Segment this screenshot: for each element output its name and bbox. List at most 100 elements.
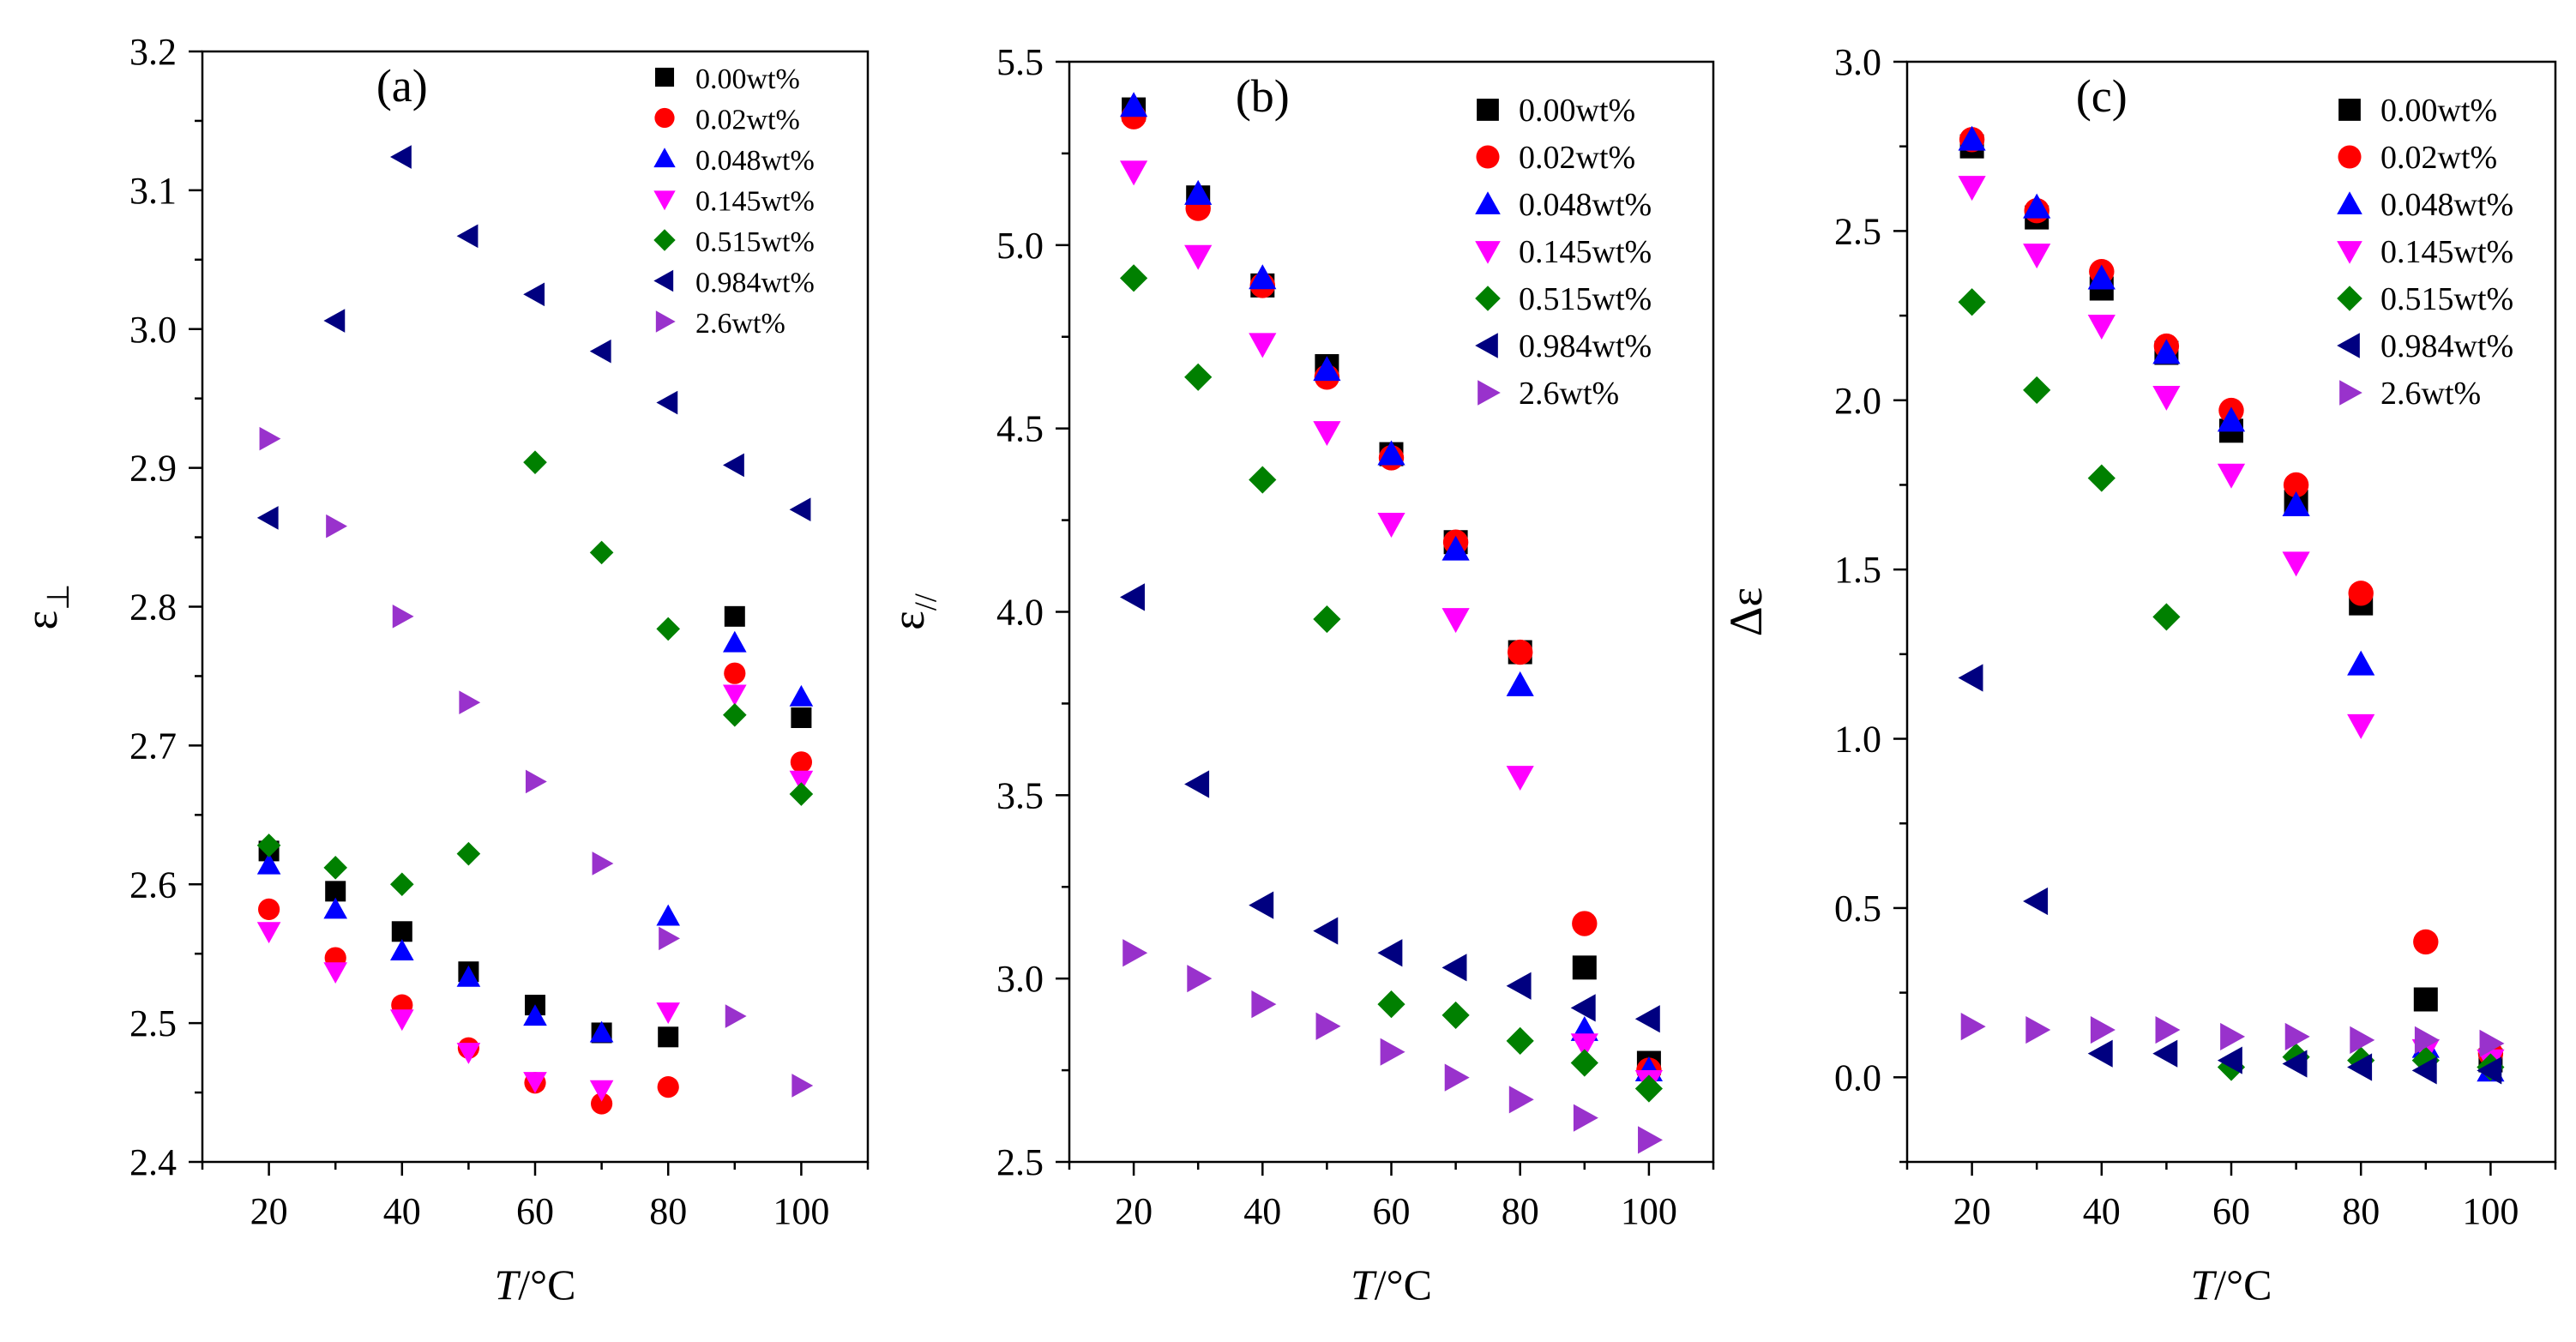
data-point bbox=[1958, 125, 1986, 151]
legend: 0.00wt% 0.02wt% 0.048wt% 0.145wt% 0.515wt% 0.… bbox=[653, 63, 815, 340]
data-point bbox=[390, 1009, 414, 1032]
data-point bbox=[1958, 176, 1986, 202]
chart-panel-1: 20 40 60 80 100 2.4 2.5 2.6 2.7 2.8 2.9 3.0 3.1 3.2 T/… bbox=[15, 31, 870, 1309]
data-point bbox=[2220, 1022, 2246, 1051]
data-point bbox=[1570, 994, 1596, 1022]
data-point bbox=[1251, 990, 1277, 1019]
data-point bbox=[658, 1026, 679, 1048]
x-tick-label: 80 bbox=[649, 1190, 687, 1232]
data-point bbox=[2414, 1026, 2440, 1054]
panel-label: (a) bbox=[376, 60, 428, 111]
data-point bbox=[1508, 1086, 1534, 1114]
x-axis-label-variable: T bbox=[494, 1261, 521, 1309]
data-point bbox=[723, 453, 744, 478]
chart-panel-2: 20 40 60 80 100 2.5 3.0 3.5 4.0 4.5 5.0 5.5 T/°C ε// (… bbox=[882, 41, 1715, 1309]
data-point bbox=[1958, 288, 1986, 316]
x-tick-label: 80 bbox=[2342, 1190, 2380, 1232]
data-point bbox=[258, 898, 280, 920]
y-tick-label: 2.5 bbox=[996, 1141, 1044, 1183]
data-point bbox=[1315, 1012, 1341, 1040]
data-point bbox=[2152, 1039, 2178, 1068]
legend-marker bbox=[1475, 241, 1501, 264]
data-point bbox=[725, 1004, 747, 1028]
panel-label: (b) bbox=[1236, 70, 1290, 122]
data-point bbox=[525, 769, 547, 794]
data-point bbox=[1634, 1005, 1660, 1033]
data-point bbox=[2282, 551, 2310, 577]
legend-label: 0.02wt% bbox=[1519, 140, 1635, 176]
x-axis-label: T/°C bbox=[2190, 1261, 2272, 1309]
legend-marker bbox=[2338, 99, 2361, 121]
data-point bbox=[659, 926, 680, 951]
x-tick-label: 100 bbox=[2462, 1190, 2519, 1232]
data-point bbox=[391, 921, 412, 942]
y-tick-label: 4.0 bbox=[996, 592, 1044, 634]
data-point bbox=[1441, 954, 1467, 982]
data-point bbox=[2347, 650, 2375, 676]
data-point bbox=[1120, 583, 1145, 611]
x-tick-label: 60 bbox=[516, 1190, 554, 1232]
data-point bbox=[2090, 1015, 2116, 1044]
legend-label: 2.6wt% bbox=[2380, 376, 2481, 412]
data-point bbox=[1573, 1104, 1598, 1132]
data-point bbox=[1377, 990, 1405, 1019]
legend-label: 0.145wt% bbox=[695, 186, 815, 218]
legend-marker bbox=[2337, 286, 2362, 311]
x-tick-label: 100 bbox=[1621, 1190, 1677, 1232]
series-0.515wt% bbox=[256, 450, 814, 897]
y-axis-label-subscript: ⊥ bbox=[41, 583, 75, 610]
y-tick-label: 2.5 bbox=[1834, 210, 1881, 252]
data-point bbox=[1506, 1026, 1534, 1055]
y-tick-label: 3.0 bbox=[996, 958, 1044, 1000]
x-tick-label: 40 bbox=[1243, 1190, 1281, 1232]
legend-label: 0.515wt% bbox=[2380, 281, 2513, 317]
legend-label: 0.984wt% bbox=[695, 268, 815, 299]
data-point bbox=[789, 497, 811, 521]
y-axis-label: Δε bbox=[1720, 587, 1772, 636]
data-point bbox=[2023, 244, 2051, 269]
data-point bbox=[2023, 887, 2049, 916]
data-point bbox=[1506, 766, 1534, 791]
x-axis-label: T/°C bbox=[1351, 1261, 1432, 1309]
y-axis-label-symbol: ε bbox=[882, 611, 934, 630]
data-point bbox=[1572, 955, 1597, 980]
data-point bbox=[2347, 1053, 2373, 1081]
data-point bbox=[1122, 939, 1148, 967]
data-point bbox=[1249, 891, 1274, 919]
legend-marker bbox=[1475, 333, 1498, 358]
data-point bbox=[2283, 472, 2309, 498]
data-point bbox=[1120, 160, 1148, 186]
data-point bbox=[591, 1092, 613, 1115]
data-point bbox=[392, 605, 414, 629]
data-point bbox=[2023, 376, 2051, 405]
legend-label: 0.145wt% bbox=[2380, 234, 2513, 270]
data-point bbox=[1120, 264, 1148, 292]
y-tick-label: 4.5 bbox=[996, 408, 1044, 450]
data-point bbox=[2282, 491, 2310, 517]
legend-marker bbox=[2338, 145, 2362, 169]
x-tick-label: 20 bbox=[250, 1190, 288, 1232]
data-point bbox=[1444, 1063, 1470, 1092]
data-point bbox=[789, 684, 814, 707]
data-point bbox=[1184, 244, 1213, 270]
plot-frame bbox=[1905, 60, 2557, 1164]
legend-label: 0.984wt% bbox=[2380, 328, 2513, 364]
data-point bbox=[1313, 917, 1339, 945]
y-tick-label: 2.7 bbox=[129, 725, 177, 767]
series-2.6wt% bbox=[1122, 939, 1663, 1154]
legend-marker bbox=[2337, 191, 2362, 214]
data-point bbox=[1506, 972, 1532, 1000]
y-tick-label: 1.0 bbox=[1834, 719, 1881, 761]
data-point bbox=[656, 617, 680, 641]
y-tick-label: 5.5 bbox=[996, 41, 1044, 83]
data-point bbox=[2347, 713, 2375, 739]
data-point bbox=[2152, 603, 2181, 631]
data-point bbox=[523, 1072, 547, 1093]
data-point bbox=[1184, 770, 1210, 798]
legend-label: 0.515wt% bbox=[1519, 281, 1652, 317]
data-point bbox=[1184, 363, 1213, 391]
data-point bbox=[2023, 193, 2051, 219]
data-point bbox=[259, 426, 281, 451]
x-tick-label: 40 bbox=[383, 1190, 421, 1232]
